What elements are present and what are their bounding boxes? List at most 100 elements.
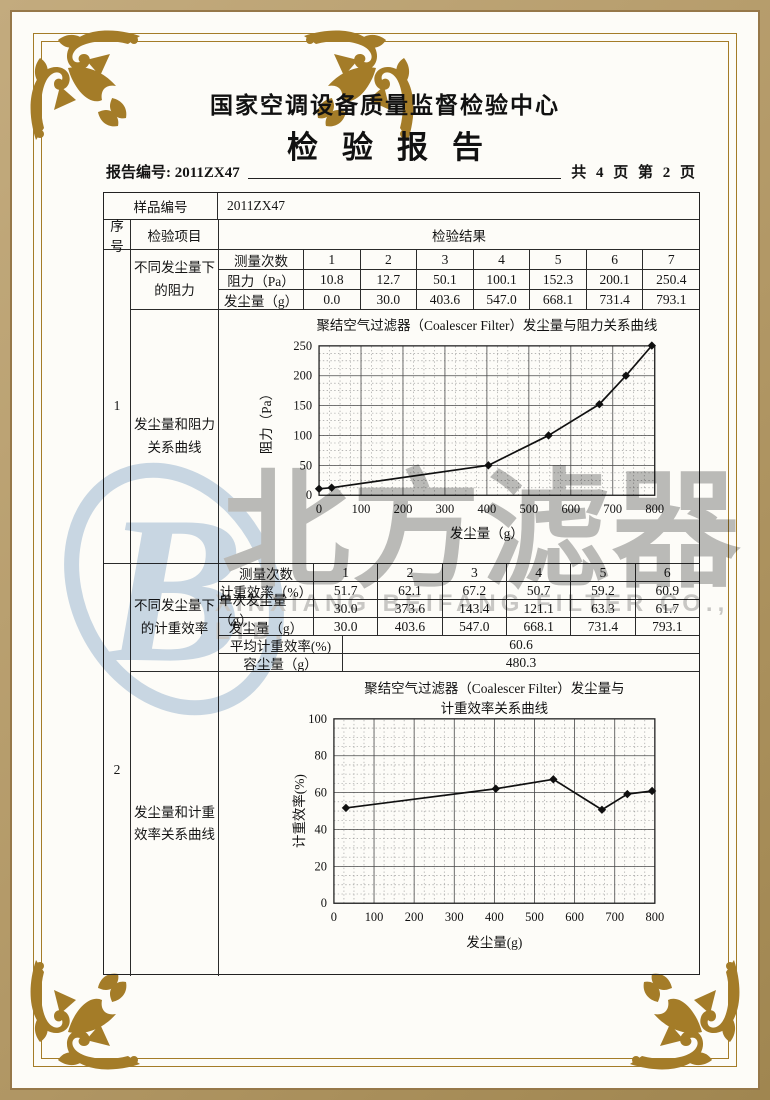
table-cell: 30.0 [314, 618, 379, 635]
table-cell: 5 [530, 250, 587, 269]
efficiency-vs-dust-chart: 0 100 200 300 400 500 600 700 800 0 20 40 60 80 100 聚结空… [291, 681, 664, 950]
table-cell: 2 [378, 564, 443, 581]
svg-text:600: 600 [561, 502, 580, 516]
table-cell: 7 [667, 251, 675, 267]
svg-text:300: 300 [436, 502, 455, 516]
svg-text:300: 300 [445, 910, 464, 924]
result-column: 测量次数 1 2 3 4 5 6 7 阻力（Pa） 10.8 12.7 50.1 100.1 152.3 2… [219, 250, 699, 976]
svg-text:50: 50 [300, 458, 312, 472]
efficiency-chart-cell: 0 100 200 300 400 500 600 700 800 0 20 40 60 80 100 聚结空… [219, 672, 699, 976]
table-cell: 61.7 [655, 600, 680, 616]
table-cell: 30.0 [361, 290, 418, 309]
table-cell: 3 [443, 564, 507, 581]
svg-text:400: 400 [478, 502, 497, 516]
svg-text:200: 200 [394, 502, 413, 516]
table-cell: 547.0 [474, 290, 531, 309]
summary-row: 容尘量（g） 480.3 [219, 654, 699, 672]
summary-value: 60.6 [509, 636, 533, 652]
table-cell: 668.1 [530, 290, 587, 309]
summary-label: 平均计重效率(%) [219, 636, 343, 654]
resistance-data-table: 测量次数 1 2 3 4 5 6 7 阻力（Pa） 10.8 12.7 50.1 100.1 152.3 2… [219, 250, 699, 310]
summary-row: 平均计重效率(%) 60.6 [219, 636, 699, 654]
table-cell: 121.1 [507, 600, 572, 617]
item-efficiency-curve: 发尘量和计重效率关系曲线 [134, 804, 215, 842]
table-cell: 12.7 [361, 270, 418, 289]
table-cell: 547.0 [443, 618, 507, 635]
table-cell: 50.7 [507, 582, 572, 599]
table-cell: 4 [474, 250, 531, 269]
report-title: 检验报告 [287, 130, 507, 165]
summary-label: 容尘量（g） [219, 654, 343, 672]
efficiency-data-table: 测量次数 1 2 3 4 5 6 计重效率（%） 51.7 62.1 67.2 50.7 59.2 60.… [219, 564, 699, 672]
row-label: 发尘量（g） [219, 618, 314, 636]
table-cell: 50.1 [417, 270, 474, 289]
table-cell: 200.1 [587, 270, 644, 289]
svg-text:发尘量（g）: 发尘量（g） [450, 526, 524, 541]
svg-text:500: 500 [520, 502, 539, 516]
svg-text:100: 100 [308, 712, 327, 726]
table-row: 发尘量（g） 0.0 30.0 403.6 547.0 668.1 731.4 793.1 [219, 290, 699, 310]
table-cell: 0.0 [304, 290, 361, 309]
seq-column: 1 2 [104, 250, 131, 976]
report-meta-row: 报告编号: 2011ZX47 共 4 页 第 2 页 [106, 161, 698, 182]
svg-text:计重效率关系曲线: 计重效率关系曲线 [441, 700, 549, 716]
col-header-item: 检验项目 [131, 220, 219, 249]
row-label: 发尘量（g） [219, 290, 304, 309]
table-header-row: 序号 检验项目 检验结果 [104, 219, 699, 254]
svg-text:250: 250 [293, 339, 312, 353]
resistance-vs-dust-chart: 0 100 200 300 400 500 600 700 800 0 50 100 150 200 250… [259, 318, 664, 541]
svg-text:800: 800 [645, 502, 664, 516]
seq-1: 1 [104, 250, 130, 564]
col-header-seq: 序号 [104, 219, 131, 254]
col-header-result: 检验结果 [432, 228, 486, 244]
svg-text:聚结空气过滤器（Coalescer Filter）发尘量与阻: 聚结空气过滤器（Coalescer Filter）发尘量与阻力关系曲线 [317, 318, 658, 333]
table-cell: 30.0 [314, 600, 379, 617]
table-cell: 373.6 [378, 600, 443, 617]
sample-number-value: 2011ZX47 [227, 198, 285, 213]
table-cell: 143.4 [443, 600, 507, 617]
svg-text:700: 700 [603, 502, 622, 516]
sample-number-label: 样品编号 [104, 193, 218, 219]
svg-text:500: 500 [525, 910, 544, 924]
svg-text:60: 60 [314, 786, 326, 800]
svg-text:200: 200 [405, 910, 424, 924]
table-cell: 793.1 [656, 291, 687, 307]
item-column: 不同发尘量下的阻力 发尘量和阻力关系曲线 不同发尘量下的计重效率 发尘量和计重效… [131, 250, 219, 976]
table-cell: 51.7 [314, 582, 379, 599]
table-cell: 6 [663, 564, 671, 580]
table-cell: 3 [417, 250, 474, 269]
table-cell: 731.4 [571, 618, 636, 635]
table-row: 阻力（Pa） 10.8 12.7 50.1 100.1 152.3 200.1 250.4 [219, 270, 699, 290]
svg-text:200: 200 [293, 369, 312, 383]
center-name-title: 国家空调设备质量监督检验中心 [210, 93, 560, 118]
table-cell: 10.8 [304, 270, 361, 289]
resistance-chart-cell: 0 100 200 300 400 500 600 700 800 0 50 100 150 200 250… [219, 310, 699, 564]
svg-text:0: 0 [316, 502, 322, 516]
svg-text:阻力（Pa）: 阻力（Pa） [259, 387, 274, 454]
report-number: 报告编号: 2011ZX47 [106, 165, 240, 181]
table-cell: 59.2 [571, 582, 636, 599]
row-label: 单次发尘量（g） [219, 593, 314, 628]
page-count: 共 4 页 第 2 页 [571, 165, 698, 181]
table-row: 测量次数 1 2 3 4 5 6 [219, 564, 699, 582]
table-cell: 1 [304, 250, 361, 269]
table-cell: 793.1 [652, 618, 683, 634]
table-cell: 4 [507, 564, 572, 581]
item-resistance-curve: 发尘量和阻力关系曲线 [131, 310, 218, 564]
svg-text:0: 0 [331, 910, 337, 924]
table-cell: 403.6 [417, 290, 474, 309]
table-cell: 62.1 [378, 582, 443, 599]
table-cell: 250.4 [656, 271, 687, 287]
table-cell: 152.3 [530, 270, 587, 289]
table-body: 1 2 不同发尘量下的阻力 发尘量和阻力关系曲线 不同发尘量下的计重效率 发尘量… [104, 250, 699, 976]
row-label: 阻力（Pa） [219, 270, 304, 289]
row-label: 测量次数 [219, 564, 314, 582]
summary-value: 480.3 [505, 654, 537, 670]
svg-text:100: 100 [352, 502, 371, 516]
svg-text:聚结空气过滤器（Coalescer Filter）发尘量与: 聚结空气过滤器（Coalescer Filter）发尘量与 [364, 681, 624, 696]
table-cell: 1 [314, 564, 379, 581]
svg-text:20: 20 [314, 859, 326, 873]
table-row: 单次发尘量（g） 30.0 373.6 143.4 121.1 63.3 61.7 [219, 593, 699, 628]
table-cell: 60.9 [655, 582, 680, 598]
